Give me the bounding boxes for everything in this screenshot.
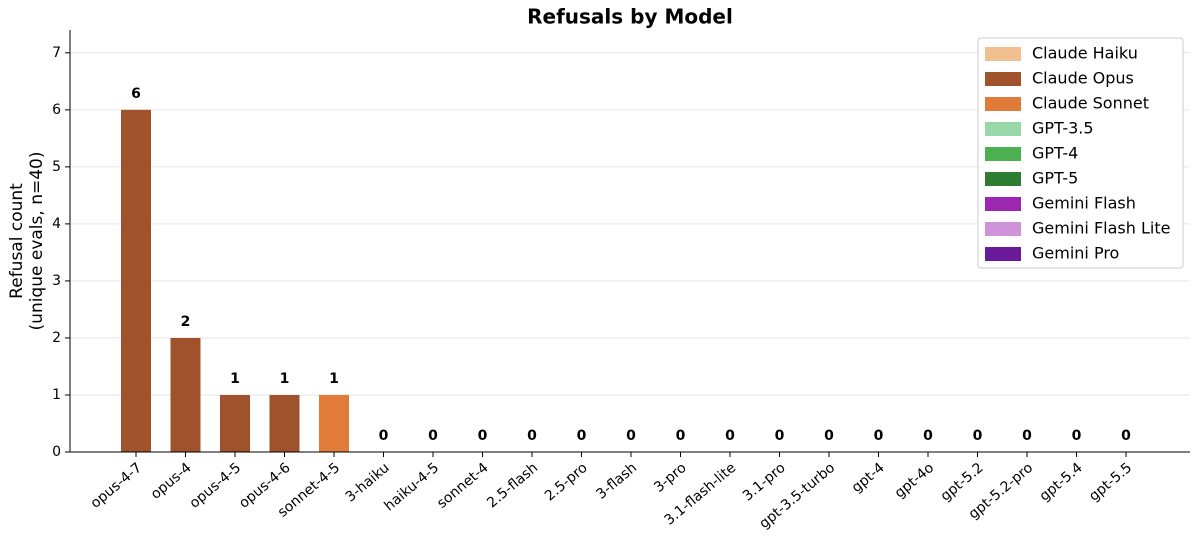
x-tick-label: gpt-4o	[892, 460, 937, 502]
legend-swatch	[985, 97, 1021, 111]
value-label: 0	[973, 428, 983, 444]
value-label: 0	[428, 428, 438, 444]
bar	[121, 109, 151, 453]
value-label: 0	[1121, 428, 1131, 444]
y-label-line: (unique evals, n=40)	[27, 152, 47, 331]
x-tick-label: 3-pro	[651, 460, 690, 496]
y-tick-label: 2	[52, 330, 61, 346]
value-label: 2	[181, 314, 191, 330]
y-tick-label: 4	[52, 216, 61, 232]
x-tick-label: 2.5-flash	[484, 460, 541, 511]
x-tick-label: opus-4	[148, 460, 195, 503]
bar	[269, 394, 300, 452]
y-tick-label: 7	[52, 45, 61, 61]
legend-label: Gemini Flash	[1032, 194, 1136, 213]
bar	[319, 394, 349, 452]
chart-title: Refusals by Model	[527, 5, 733, 29]
legend-swatch	[985, 222, 1021, 236]
value-label: 0	[824, 428, 834, 444]
legend-label: Claude Opus	[1032, 69, 1134, 88]
y-tick-label: 1	[52, 387, 61, 403]
value-label: 1	[230, 371, 240, 387]
x-tick-label: sonnet-4	[434, 460, 492, 512]
bar	[220, 394, 250, 452]
x-tick-label: gpt-5.5	[1086, 460, 1135, 505]
legend-label: Claude Sonnet	[1032, 94, 1149, 113]
value-label: 1	[280, 371, 290, 387]
value-label: 0	[874, 428, 884, 444]
value-label: 0	[577, 428, 587, 444]
value-label: 0	[478, 428, 488, 444]
x-tick-label: gpt-4	[849, 460, 888, 496]
value-label: 0	[725, 428, 735, 444]
legend-label: Claude Haiku	[1032, 44, 1138, 63]
y-label-line: Refusal count	[7, 183, 27, 299]
legend-swatch	[985, 47, 1021, 61]
x-tick-label: 2.5-pro	[542, 460, 591, 505]
value-label: 0	[923, 428, 933, 444]
legend-label: GPT-5	[1032, 169, 1078, 188]
y-tick-label: 0	[52, 444, 61, 460]
value-label: 0	[1022, 428, 1032, 444]
x-tick-label: opus-4-7	[88, 460, 145, 512]
x-tick-label: gpt-5.4	[1037, 460, 1086, 505]
y-tick-label: 3	[52, 273, 61, 289]
value-label: 6	[131, 86, 141, 102]
legend-swatch	[985, 147, 1021, 161]
bar	[170, 337, 201, 452]
legend-label: Gemini Flash Lite	[1032, 219, 1170, 238]
legend-swatch	[985, 197, 1021, 211]
legend-swatch	[985, 172, 1021, 186]
value-label: 0	[527, 428, 537, 444]
x-tick-label: opus-4-5	[187, 460, 244, 512]
legend-swatch	[985, 122, 1021, 136]
value-label: 1	[329, 371, 339, 387]
legend: Claude Haiku Claude Opus Claude Sonnet GPT-…	[977, 37, 1184, 269]
value-label: 0	[626, 428, 636, 444]
legend-label: GPT-4	[1032, 144, 1078, 163]
x-tick-label: haiku-4-5	[381, 460, 442, 515]
x-tick-label: 3-flash	[593, 460, 640, 503]
legend-box	[977, 37, 1184, 269]
value-label: 0	[1072, 428, 1082, 444]
legend-swatch	[985, 72, 1021, 86]
value-label: 0	[379, 428, 389, 444]
y-tick-label: 5	[52, 159, 61, 175]
value-label: 0	[775, 428, 785, 444]
y-tick-label: 6	[52, 102, 61, 118]
y-axis-label: Refusal count (unique evals, n=40)	[7, 152, 47, 331]
legend-label: Gemini Pro	[1032, 244, 1119, 263]
legend-swatch	[985, 247, 1021, 261]
value-label: 0	[676, 428, 686, 444]
legend-label: GPT-3.5	[1032, 119, 1094, 138]
